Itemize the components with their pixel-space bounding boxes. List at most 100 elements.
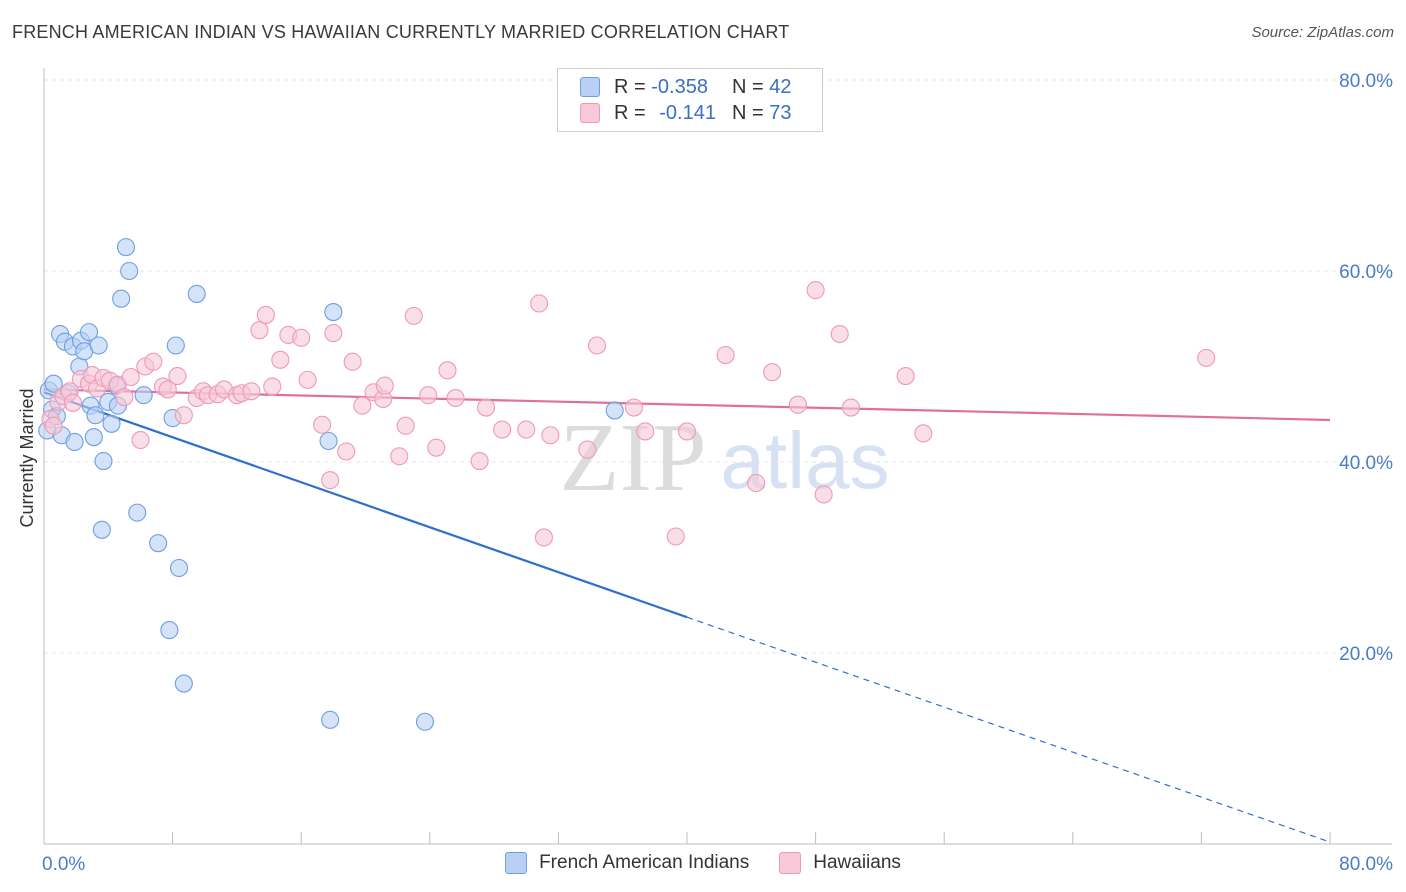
trend-line-extension-french-american-indians xyxy=(686,616,1331,843)
legend-swatch-blue xyxy=(505,852,528,874)
point-french-american-indians xyxy=(92,520,111,539)
point-french-american-indians xyxy=(169,558,189,578)
legend-r-value-blue: -0.358 xyxy=(651,75,708,98)
point-hawaiians xyxy=(343,352,362,371)
point-hawaiians xyxy=(419,386,438,405)
chart-title: FRENCH AMERICAN INDIAN VS HAWAIIAN CURRE… xyxy=(12,22,790,42)
point-hawaiians xyxy=(168,366,187,386)
point-hawaiians xyxy=(324,324,343,343)
legend-r-value-pink: -0.141 xyxy=(659,101,716,124)
legend-label-french-american-indians: French American Indians xyxy=(539,852,750,873)
point-hawaiians xyxy=(814,485,833,504)
point-hawaiians xyxy=(587,336,607,355)
legend-item-hawaiians[interactable]: Hawaiians xyxy=(779,852,901,874)
legend-r-label: R = xyxy=(614,75,652,98)
point-hawaiians xyxy=(896,366,915,386)
y-tick-label: 60.0% xyxy=(1339,262,1393,283)
x-tick-label: 80.0% xyxy=(1339,854,1393,875)
point-hawaiians xyxy=(298,370,317,389)
point-french-american-indians xyxy=(187,284,206,303)
legend-row-blue: R = -0.358 N = 42 xyxy=(580,74,792,100)
correlation-legend: R = -0.358 N = 42 R = -0.141 N = 73 xyxy=(557,68,823,132)
point-french-american-indians xyxy=(166,336,185,355)
point-hawaiians xyxy=(677,422,697,441)
point-hawaiians xyxy=(788,395,807,414)
point-hawaiians xyxy=(115,388,134,407)
point-french-american-indians xyxy=(89,336,108,355)
point-hawaiians xyxy=(666,527,685,546)
legend-swatch-blue xyxy=(580,77,600,97)
point-french-american-indians xyxy=(44,374,63,393)
y-tick-label: 20.0% xyxy=(1339,644,1393,665)
point-hawaiians xyxy=(914,424,933,443)
point-hawaiians xyxy=(763,363,782,382)
point-hawaiians xyxy=(534,528,553,547)
point-hawaiians xyxy=(578,440,597,459)
point-hawaiians xyxy=(438,361,457,380)
legend-swatch-pink xyxy=(580,103,600,123)
point-hawaiians xyxy=(250,321,269,340)
point-hawaiians xyxy=(174,406,193,425)
point-hawaiians xyxy=(1197,348,1216,367)
point-hawaiians xyxy=(636,422,655,441)
point-hawaiians xyxy=(337,442,356,461)
watermark-zip: ZIP xyxy=(560,404,707,512)
point-hawaiians xyxy=(131,430,150,450)
watermark-atlas: atlas xyxy=(721,416,890,505)
legend-label-hawaiians: Hawaiians xyxy=(813,852,901,873)
point-hawaiians xyxy=(121,367,140,387)
legend-n-label: N = xyxy=(732,75,770,98)
point-french-american-indians xyxy=(94,451,113,471)
point-hawaiians xyxy=(716,345,735,365)
data-points xyxy=(38,238,1216,731)
x-tick-label: 0.0% xyxy=(42,854,85,875)
legend-r-label: R = xyxy=(614,101,652,124)
series-legend: French American Indians Hawaiians xyxy=(0,852,1406,874)
point-french-american-indians xyxy=(605,401,624,420)
point-french-american-indians xyxy=(86,406,105,425)
point-french-american-indians xyxy=(112,289,131,308)
legend-row-pink: R = -0.141 N = 73 xyxy=(580,100,792,126)
point-hawaiians xyxy=(242,382,261,401)
point-hawaiians xyxy=(517,420,536,439)
legend-n-value-pink: 73 xyxy=(769,101,792,124)
chart-source: Source: ZipAtlas.com xyxy=(1251,24,1394,41)
point-hawaiians xyxy=(830,324,849,344)
point-french-american-indians xyxy=(120,261,139,281)
y-tick-label: 40.0% xyxy=(1339,453,1393,474)
point-french-american-indians xyxy=(319,431,338,451)
point-hawaiians xyxy=(477,398,496,417)
point-hawaiians xyxy=(530,294,549,313)
point-hawaiians xyxy=(806,281,825,300)
point-hawaiians xyxy=(158,380,177,399)
point-hawaiians xyxy=(321,471,340,490)
axes xyxy=(43,68,1392,845)
trend-line-french-american-indians xyxy=(43,391,688,619)
point-hawaiians xyxy=(446,388,465,408)
y-axis-label: Currently Married xyxy=(17,388,37,527)
point-french-american-indians xyxy=(79,323,99,342)
point-french-american-indians xyxy=(102,414,121,433)
watermark: ZIP atlas xyxy=(560,404,890,512)
point-hawaiians xyxy=(271,350,290,369)
point-hawaiians xyxy=(841,398,861,417)
point-hawaiians xyxy=(63,393,82,412)
point-french-american-indians xyxy=(134,386,153,405)
point-hawaiians xyxy=(747,473,766,493)
point-hawaiians xyxy=(292,328,311,347)
point-hawaiians xyxy=(263,377,282,396)
y-tick-label: 80.0% xyxy=(1339,71,1393,92)
x-tick-labels: 0.0% 80.0% xyxy=(42,854,1393,875)
point-hawaiians xyxy=(144,352,163,371)
point-french-american-indians xyxy=(415,712,435,731)
point-hawaiians xyxy=(396,416,415,435)
point-hawaiians xyxy=(390,447,409,466)
point-hawaiians xyxy=(541,426,560,445)
point-french-american-indians xyxy=(324,303,343,322)
y-tick-labels: 20.0% 40.0% 60.0% 80.0% xyxy=(1339,71,1393,665)
legend-item-french-american-indians[interactable]: French American Indians xyxy=(505,852,749,874)
point-french-american-indians xyxy=(160,621,179,640)
legend-n-value-blue: 42 xyxy=(769,75,792,98)
point-hawaiians xyxy=(624,398,644,417)
